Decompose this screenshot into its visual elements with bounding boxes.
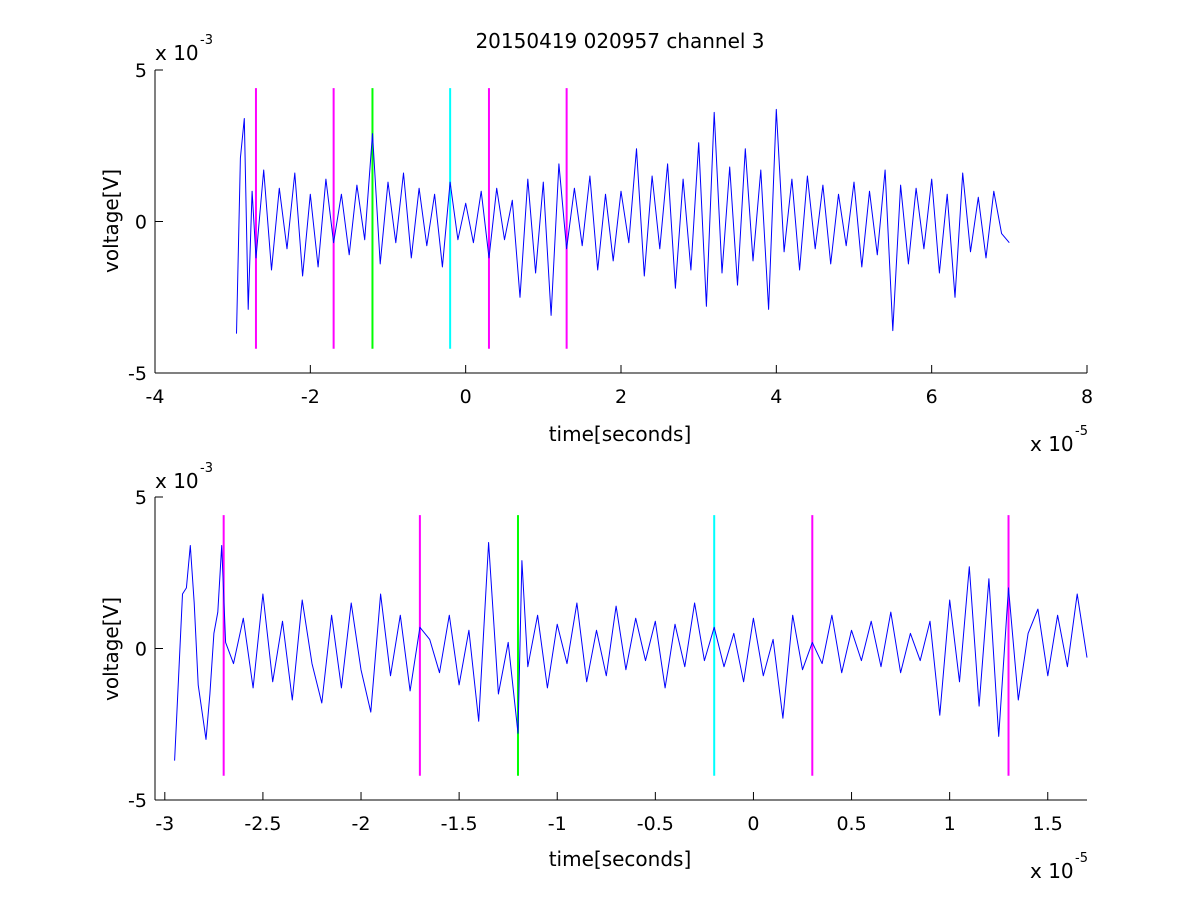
top-x-multiplier-base: x 10 [1030,432,1074,456]
bottom-y-tick-label: -5 [128,790,147,812]
top-x-tick-label: 8 [1081,386,1093,408]
bottom-voltage-series-line [174,542,1088,761]
bottom-x-tick-label: -0.5 [637,813,674,835]
bottom-x-tick-label: -1.5 [441,813,478,835]
top-plot-area: -4 -2 0 2 4 6 8 -5 0 5 [128,60,1093,408]
top-y-tick-label: 5 [135,60,147,82]
bottom-x-tick-label: 1 [944,813,956,835]
bottom-x-tick-label: -1 [548,813,567,835]
bottom-x-tick-label: 1.5 [1033,813,1063,835]
top-x-axis-label: time[seconds] [549,422,692,446]
bottom-plot-area: -3 -2.5 -2 -1.5 -1 -0.5 0 0.5 1 1.5 -5 0 5 [128,487,1088,835]
top-x-tick-label: -2 [301,386,320,408]
bottom-x-multiplier-exp: -5 [1075,851,1088,866]
top-panel: 20150419 020957 channel 3 x 10 -3 voltag… [99,29,1093,456]
top-x-tick-label: -4 [146,386,165,408]
bottom-x-axis-label: time[seconds] [549,847,692,871]
bottom-x-tick-label: -2.5 [244,813,281,835]
top-voltage-series-line [236,108,1010,334]
bottom-y-multiplier-base: x 10 [155,469,199,493]
bottom-x-tick-label: -3 [155,813,174,835]
top-y-axis-label: voltage[V] [99,169,123,273]
top-y-tick-label: -5 [128,363,147,385]
bottom-x-tick-label: 0.5 [836,813,866,835]
top-x-multiplier-exp: -5 [1075,424,1088,439]
bottom-y-tick-label: 0 [135,639,147,661]
bottom-x-tick-label: -2 [352,813,371,835]
top-x-tick-label: 6 [926,386,938,408]
bottom-x-multiplier: x 10 -5 [1030,851,1088,883]
top-x-tick-label: 4 [770,386,782,408]
top-x-tick-label: 0 [460,386,472,408]
top-y-multiplier-exp: -3 [200,33,213,48]
bottom-panel: x 10 -3 voltage[V] time[seconds] x 10 -5… [99,461,1088,883]
top-x-multiplier: x 10 -5 [1030,424,1088,456]
bottom-y-multiplier: x 10 -3 [155,461,213,493]
top-x-tick-label: 2 [615,386,627,408]
bottom-x-tick-label: 0 [747,813,759,835]
top-y-tick-label: 0 [135,212,147,234]
top-y-multiplier-base: x 10 [155,41,199,65]
bottom-y-axis-label: voltage[V] [99,597,123,701]
bottom-y-multiplier-exp: -3 [200,461,213,476]
top-y-multiplier: x 10 -3 [155,33,213,65]
chart-title: 20150419 020957 channel 3 [475,29,764,53]
bottom-x-multiplier-base: x 10 [1030,859,1074,883]
bottom-y-tick-label: 5 [135,487,147,509]
